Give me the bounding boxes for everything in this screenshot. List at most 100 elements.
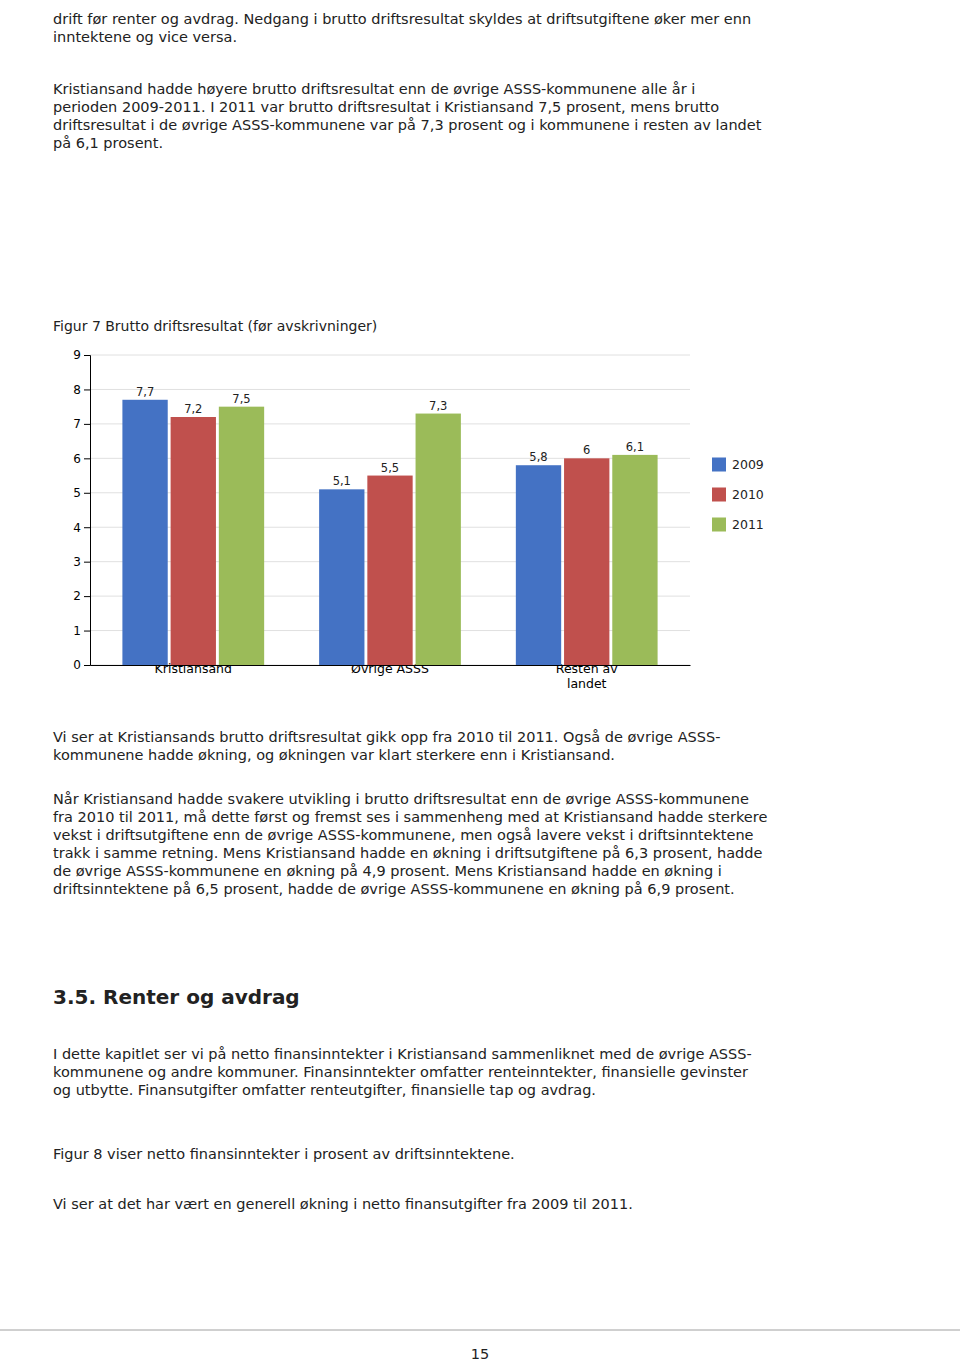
text-line: de øvrige ASSS-kommunene en økning på 4,…	[53, 863, 722, 879]
text-line: vekst i driftsutgiftene enn de øvrige AS…	[53, 827, 754, 843]
text-line: Vi ser at det har vært en generell øknin…	[53, 1196, 633, 1212]
tick-label: 4	[73, 521, 81, 535]
bar	[171, 417, 216, 665]
bar	[564, 458, 609, 665]
tick: Resten avlandet	[556, 661, 618, 691]
tick-mark	[84, 527, 90, 528]
legend: 2009 2010 2011	[712, 457, 764, 532]
page-rule	[0, 1330, 960, 1331]
bar	[367, 476, 412, 665]
tick-mark	[84, 493, 90, 494]
legend-label: 2011	[732, 517, 764, 532]
tick: 3	[73, 555, 90, 569]
y-axis: 0 1 2 3 4 5 6 7 8 9	[73, 348, 90, 672]
data-labels: 7,7 5,1 5,8 7,2 5,5 6 7,5 7,3 6,1	[136, 385, 644, 489]
data-label: 7,3	[429, 399, 447, 413]
tick-mark	[84, 665, 90, 666]
tick-mark	[84, 424, 90, 425]
data-label: 7,5	[232, 392, 250, 406]
bar	[612, 455, 657, 665]
data-label: 6	[583, 443, 590, 457]
chart: 0 1 2 3 4 5 6 7 8 9 KristiansandØvrige ASSSResten …	[73, 348, 763, 691]
tick-mark	[84, 458, 90, 459]
paragraph: Vi ser at det har vært en generell øknin…	[53, 1196, 633, 1212]
legend-swatch	[712, 458, 726, 472]
data-label: 7,2	[184, 402, 202, 416]
tick: 8	[73, 383, 90, 397]
text-line: driftsresultat i de øvrige ASSS-kommunen…	[53, 117, 762, 133]
text-line: kommunene og andre kommuner. Finansinnte…	[53, 1064, 748, 1080]
page-background	[0, 0, 960, 1365]
text-line: Kristiansand hadde høyere brutto driftsr…	[53, 81, 695, 97]
paragraph: I dette kapitlet ser vi på netto finansi…	[53, 1046, 752, 1098]
axis-line	[84, 356, 91, 666]
paragraph: Når Kristiansand hadde svakere utvikling…	[53, 791, 767, 898]
tick: 2	[73, 589, 90, 603]
paragraph: drift før renter og avdrag. Nedgang i br…	[53, 11, 751, 45]
text-line: drift før renter og avdrag. Nedgang i br…	[53, 11, 751, 27]
legend-swatch	[712, 518, 726, 532]
bar	[219, 407, 264, 665]
bar	[516, 465, 561, 665]
tick: 4	[73, 521, 90, 535]
text-line: I dette kapitlet ser vi på netto finansi…	[53, 1046, 752, 1062]
page: drift før renter og avdrag. Nedgang i br…	[0, 0, 960, 1365]
text-line: inntektene og vice versa.	[53, 29, 237, 45]
bar	[319, 489, 364, 665]
text-line: og utbytte. Finansutgifter omfatter rent…	[53, 1082, 596, 1098]
tick-label: 1	[73, 624, 81, 638]
text-line: 15	[471, 1346, 489, 1362]
grid	[90, 355, 690, 665]
paragraph: Kristiansand hadde høyere brutto driftsr…	[53, 81, 762, 151]
tick-label: 7	[73, 417, 81, 431]
tick-label: 9	[73, 348, 81, 362]
tick: 0	[73, 658, 90, 672]
data-label: 5,8	[529, 450, 547, 464]
text-line: landet	[567, 676, 607, 691]
legend-item: 2010	[712, 487, 764, 502]
tick-mark	[84, 355, 90, 356]
text-line: kommunene hadde økning, og økningen var …	[53, 747, 615, 763]
data-label: 7,7	[136, 385, 154, 399]
legend-label: 2010	[732, 487, 764, 502]
text-line: perioden 2009-2011. I 2011 var brutto dr…	[53, 99, 719, 115]
data-label: 6,1	[626, 440, 644, 454]
tick-label: 0	[73, 658, 81, 672]
text-line: Figur 8 viser netto finansinntekter i pr…	[53, 1146, 515, 1162]
tick-label: 8	[73, 383, 81, 397]
text-line: trakk i samme retning. Mens Kristiansand…	[53, 845, 763, 861]
tick-label: 5	[73, 486, 81, 500]
text-line: driftsinntektene på 6,5 prosent, hadde d…	[53, 881, 735, 897]
text-line: på 6,1 prosent.	[53, 135, 163, 151]
section-title: 3.5. Renter og avdrag	[53, 985, 300, 1009]
data-label: 5,5	[381, 461, 399, 475]
grid-line	[90, 389, 690, 390]
tick: 9	[73, 348, 90, 362]
bar	[122, 400, 167, 665]
tick: 5	[73, 486, 90, 500]
chart-title: Figur 7 Brutto driftsresultat (før avskr…	[53, 318, 377, 334]
text-line: Figur 7 Brutto driftsresultat (før avskr…	[53, 318, 377, 334]
tick-mark	[84, 631, 90, 632]
tick-label: 6	[73, 452, 81, 466]
paragraph: Figur 8 viser netto finansinntekter i pr…	[53, 1146, 515, 1162]
bars	[122, 400, 657, 665]
tick-mark	[84, 389, 90, 390]
tick-label: Resten avlandet	[556, 661, 618, 691]
tick: 6	[73, 452, 90, 466]
tick-label: 2	[73, 589, 81, 603]
x-axis: KristiansandØvrige ASSSResten avlandet	[91, 661, 691, 691]
tick: 1	[73, 624, 90, 638]
legend-label: 2009	[732, 457, 764, 472]
text-line: fra 2010 til 2011, må dette først og fre…	[53, 809, 767, 825]
page-number: 15	[471, 1346, 489, 1362]
text-line: 3.5. Renter og avdrag	[53, 985, 300, 1009]
tick-mark	[84, 596, 90, 597]
legend-item: 2009	[712, 457, 764, 472]
legend-item: 2011	[712, 517, 764, 532]
grid-line	[90, 355, 690, 356]
tick: 7	[73, 417, 90, 431]
data-label: 5,1	[333, 474, 351, 488]
text-line: Når Kristiansand hadde svakere utvikling…	[53, 791, 749, 807]
tick-mark	[84, 562, 90, 563]
